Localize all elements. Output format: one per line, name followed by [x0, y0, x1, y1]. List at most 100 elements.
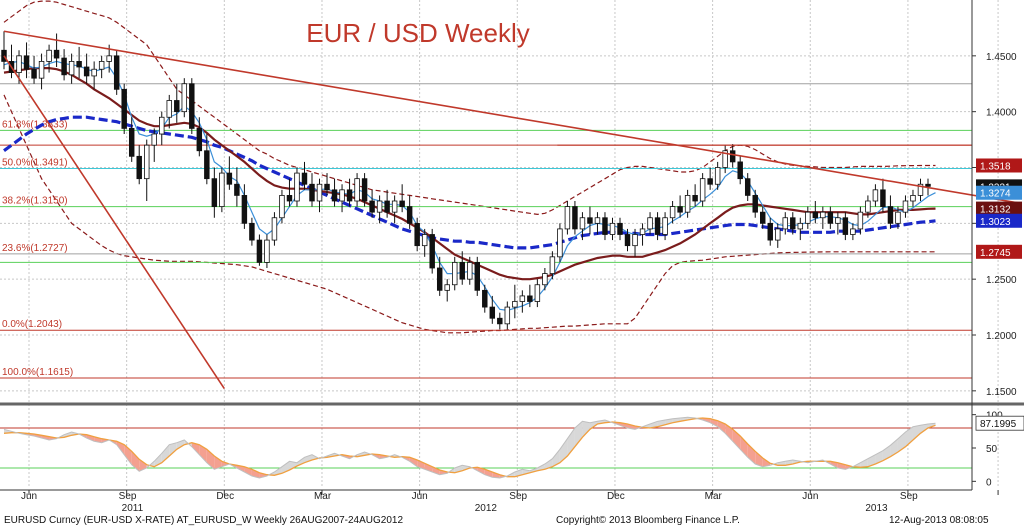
- price-value-tag-label: 1.3023: [980, 217, 1011, 228]
- candle-body: [707, 178, 713, 185]
- candle-body: [331, 189, 338, 202]
- indicator-fill: [762, 458, 771, 467]
- candle-body: [512, 301, 518, 308]
- time-tick-label: Dec: [216, 491, 234, 502]
- year-label: 2012: [475, 503, 498, 512]
- candle-body: [106, 55, 112, 62]
- time-tick-label: Mar: [314, 491, 332, 502]
- indicator-fill: [552, 449, 560, 467]
- candle-body: [519, 295, 526, 302]
- indicator-fill: [131, 451, 140, 472]
- year-label: 2013: [865, 503, 888, 512]
- candle-body: [249, 222, 255, 241]
- candle-body: [23, 55, 30, 70]
- candle-body: [46, 49, 52, 62]
- candle-body: [324, 183, 330, 191]
- candle-body: [737, 161, 743, 180]
- candle-body: [797, 222, 804, 230]
- eurusd-chart: 61.8%(1.3833) 50.0%(1.3491) 38.2%(1.3150) 2…: [0, 0, 1024, 514]
- candle-body: [654, 217, 661, 235]
- candle-body: [917, 183, 924, 196]
- footer-timestamp: 12-Aug-2013 08:08:05: [889, 515, 989, 526]
- indicator-fill: [259, 472, 267, 478]
- price-value-tag: [976, 244, 1022, 259]
- candle-body: [684, 195, 691, 213]
- candle-body: [136, 155, 142, 180]
- candle-body: [339, 189, 345, 202]
- indicator-fill: [199, 444, 207, 463]
- indicator-fill: [221, 461, 230, 467]
- year-label: 2011: [122, 503, 144, 512]
- time-tick-label: Sep: [509, 491, 527, 502]
- candle-body: [159, 116, 165, 135]
- candle-body: [346, 189, 353, 202]
- candle-body: [309, 183, 315, 202]
- footer-security: EURUSD Curncy (EUR-USD X-RATE) AT_EURUSD…: [4, 515, 403, 526]
- candle-body: [234, 183, 240, 196]
- candle-body: [31, 68, 37, 79]
- candle-body: [361, 178, 368, 202]
- candle-body: [91, 68, 97, 77]
- candle-body: [790, 217, 796, 230]
- candle-body: [226, 172, 233, 185]
- candle-body: [549, 256, 556, 274]
- indicator-k-line: [3, 416, 936, 479]
- candle-body: [609, 222, 616, 235]
- candle-body: [286, 195, 293, 202]
- candle-body: [910, 195, 916, 202]
- candle-body: [444, 284, 450, 291]
- candle-body: [497, 317, 503, 325]
- candle-body: [617, 222, 623, 235]
- candle-body: [204, 150, 210, 180]
- indicator-fill: [161, 444, 170, 463]
- candle-body: [98, 61, 105, 70]
- price-value-tag: [976, 201, 1022, 216]
- candle-body: [421, 234, 428, 247]
- candle-body: [61, 57, 67, 76]
- price-value-tag-label: 1.3274: [980, 189, 1011, 200]
- price-value-tag: [976, 185, 1022, 200]
- time-tick-label: Sep: [900, 491, 918, 502]
- fib-level-label: 61.8%(1.3833): [2, 119, 68, 130]
- candle-body: [369, 200, 375, 213]
- candle-body: [534, 284, 541, 302]
- candle-body: [474, 262, 480, 291]
- footer: EURUSD Curncy (EUR-USD X-RATE) AT_EURUSD…: [0, 512, 1024, 530]
- indicator-fill: [64, 432, 72, 438]
- candle-body: [752, 195, 758, 213]
- candle-body: [857, 211, 864, 230]
- indicator-fill: [124, 444, 132, 465]
- candle-body: [767, 222, 773, 241]
- fib-level-label: 23.6%(1.2727): [2, 243, 68, 254]
- indicator-value-tag-label: 87.1995: [980, 419, 1017, 430]
- candle-body: [587, 217, 593, 224]
- candle-body: [647, 217, 653, 230]
- candle-body: [895, 211, 901, 224]
- candle-body: [579, 217, 586, 230]
- indicator-fill: [597, 420, 605, 424]
- candle-body: [399, 200, 405, 207]
- indicator-fill: [169, 442, 177, 456]
- candle-body: [887, 206, 894, 224]
- candle-body: [782, 217, 788, 230]
- price-tick-label: 1.2500: [986, 275, 1017, 286]
- indicator-tick-label: 0: [986, 477, 992, 488]
- price-value-tag-label: 1.3518: [980, 161, 1011, 172]
- indicator-fill: [289, 461, 297, 470]
- candle-body: [835, 217, 841, 224]
- candle-body: [436, 267, 443, 291]
- candle-body: [414, 222, 420, 247]
- candle-body: [264, 239, 270, 263]
- indicator-fill: [567, 428, 575, 456]
- indicator-value-tag: [975, 415, 1024, 431]
- candlesticks: [1, 31, 931, 330]
- price-value-tag: [976, 158, 1022, 173]
- indicator-tick-label: 50: [986, 444, 998, 455]
- candle-body: [241, 195, 248, 224]
- indicator-fill: [860, 458, 868, 468]
- candle-body: [714, 167, 721, 185]
- price-tick-label: 1.4000: [986, 108, 1017, 119]
- candle-body: [925, 183, 931, 187]
- indicator-fill: [582, 421, 590, 438]
